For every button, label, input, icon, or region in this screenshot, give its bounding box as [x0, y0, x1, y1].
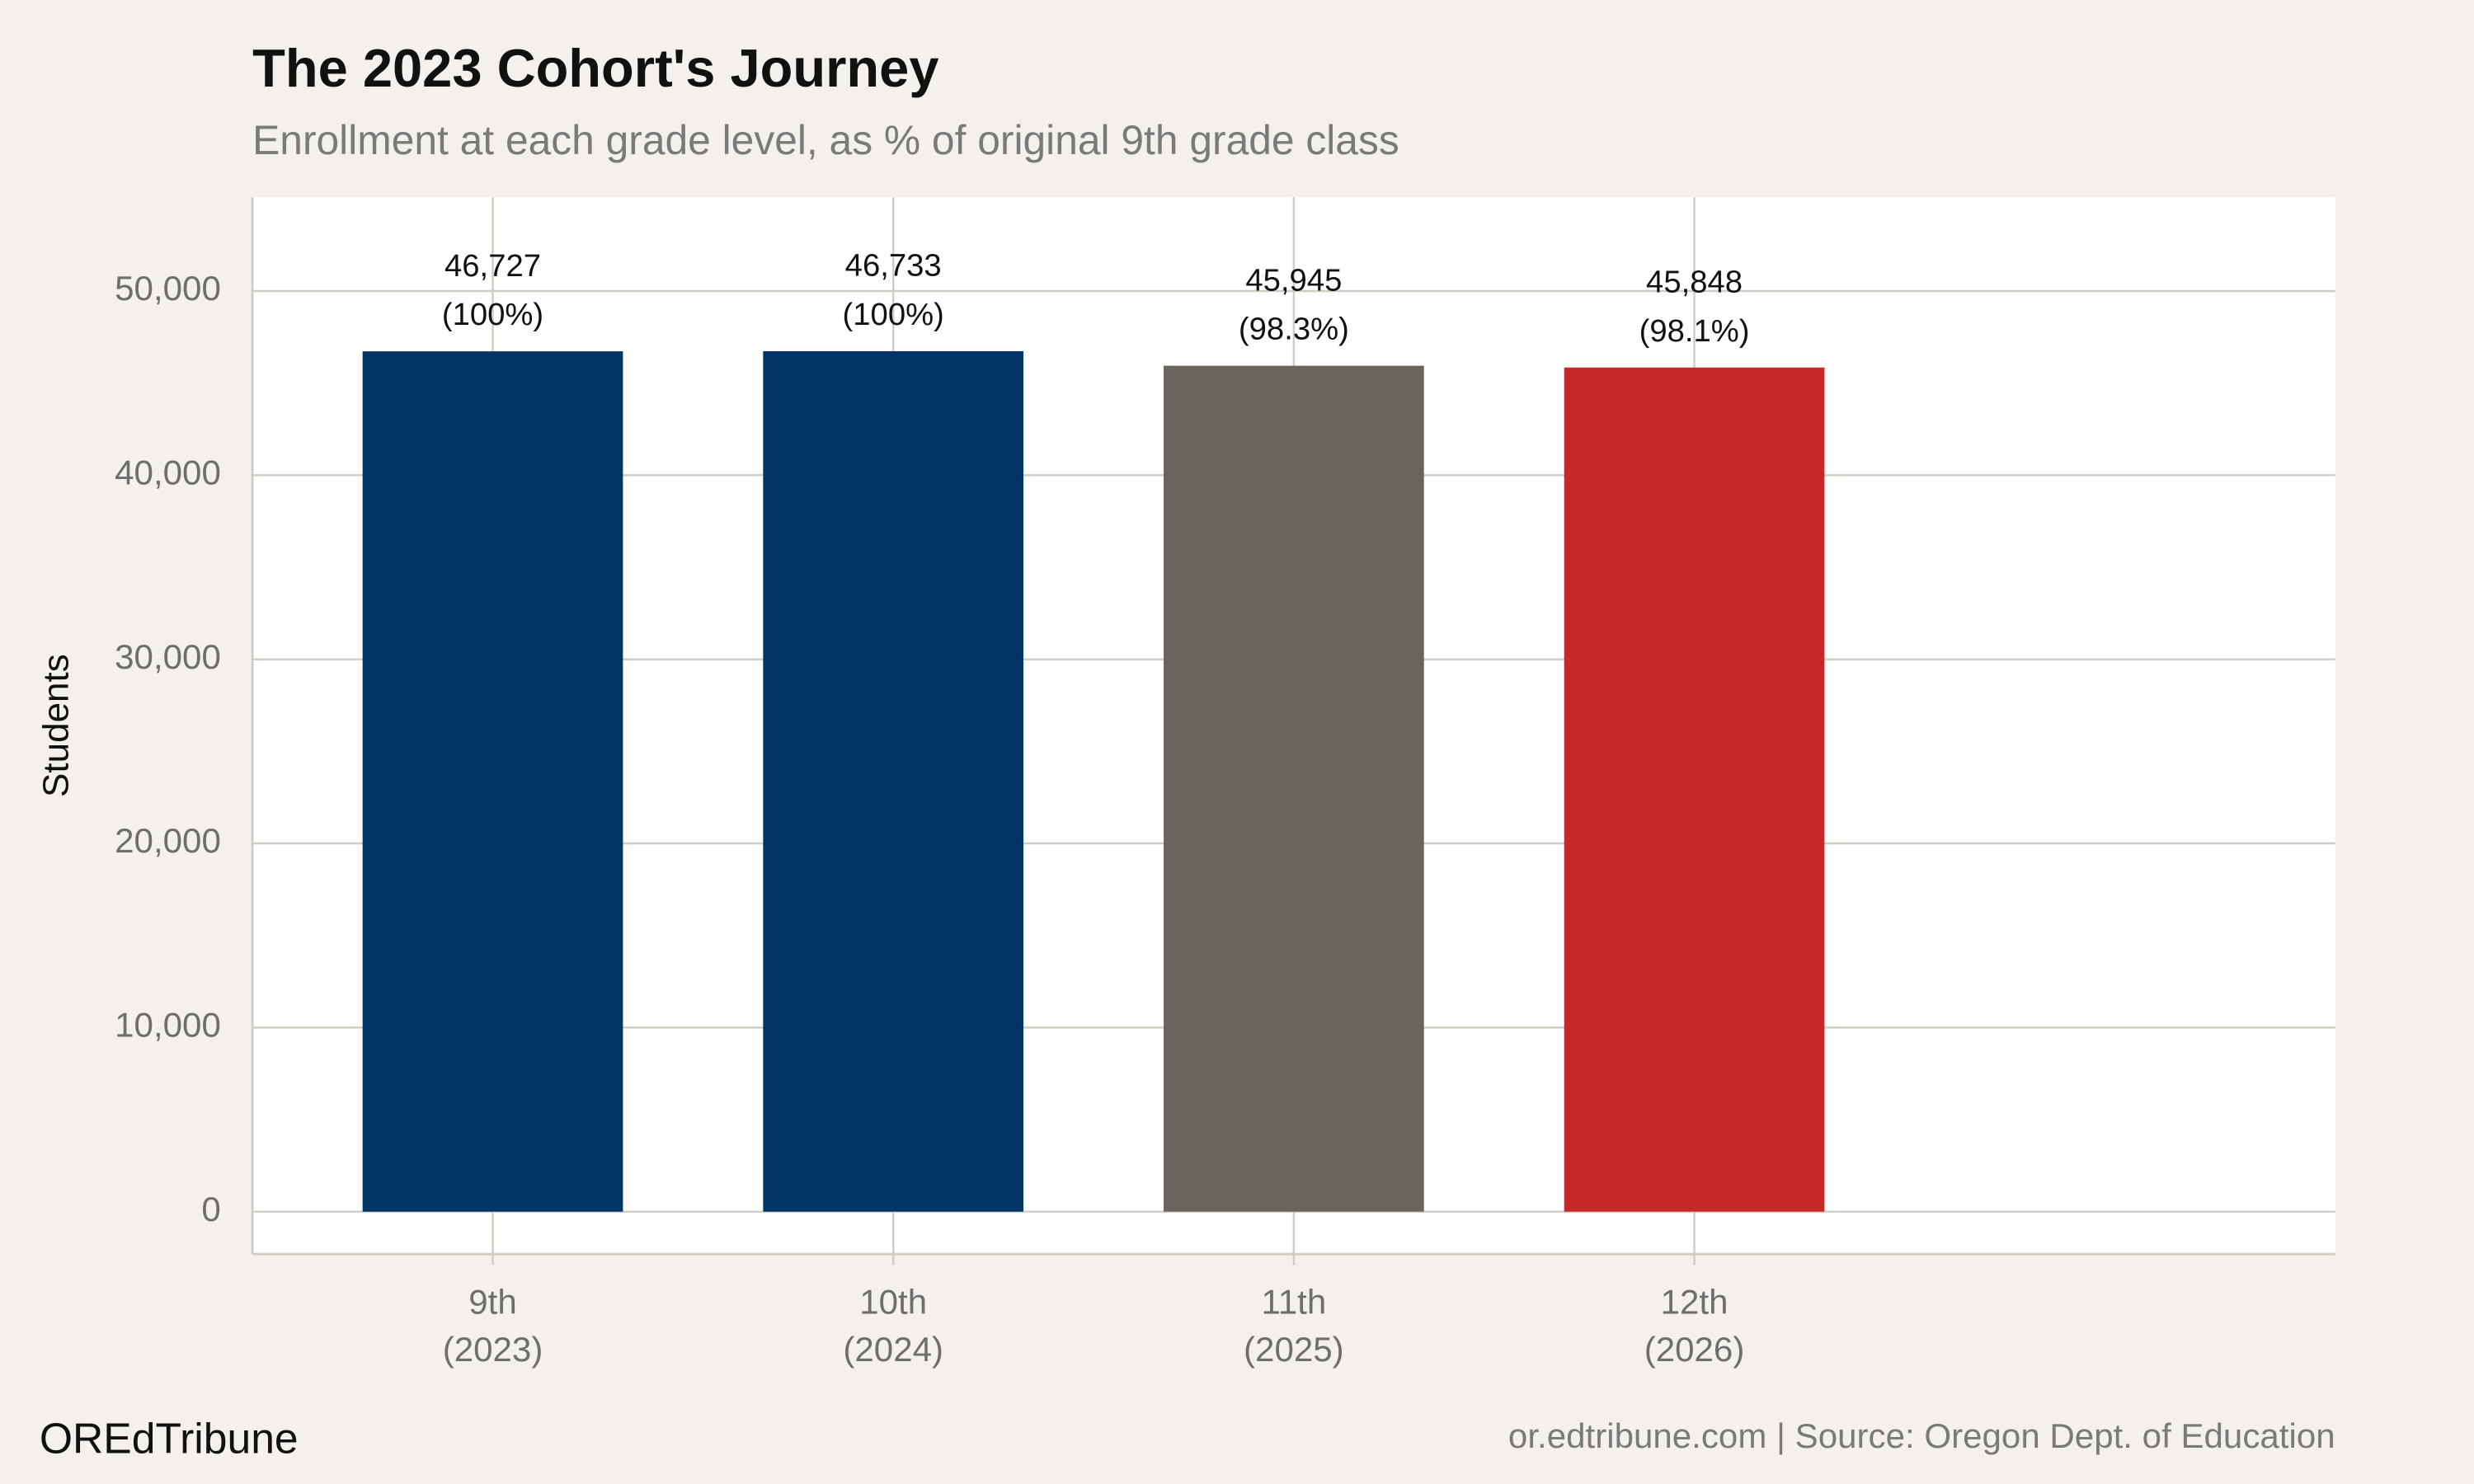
- bar: [362, 351, 623, 1212]
- y-tick-label: 40,000: [115, 453, 221, 492]
- y-tick-label: 50,000: [115, 269, 221, 308]
- value-label: (100%): [843, 297, 944, 332]
- plot-layer: 0 10,000 20,000 30,000 40,000 50,000 9th (2023)…: [115, 197, 2335, 1369]
- bar: [1164, 365, 1424, 1212]
- x-tick-label: (2023): [443, 1330, 543, 1369]
- value-label: 45,848: [1646, 264, 1743, 299]
- x-tick-label: 12th: [1661, 1282, 1729, 1321]
- x-tick-label: (2026): [1644, 1330, 1745, 1369]
- y-tick-label: 10,000: [115, 1005, 221, 1044]
- bar: [763, 351, 1024, 1212]
- value-label: 45,945: [1245, 262, 1342, 298]
- y-tick-label: 30,000: [115, 637, 221, 676]
- source-note: or.edtribune.com | Source: Oregon Dept. …: [1508, 1416, 2335, 1455]
- value-label: 46,733: [845, 248, 942, 284]
- brand: OREdTribune: [40, 1414, 299, 1462]
- x-tick-label: 10th: [859, 1282, 927, 1321]
- chart-title: The 2023 Cohort's Journey: [252, 38, 938, 98]
- x-tick-label: (2024): [843, 1330, 943, 1369]
- x-tick-label: 9th: [468, 1282, 516, 1321]
- x-tick-label: (2025): [1244, 1330, 1344, 1369]
- value-label: (98.3%): [1239, 312, 1349, 347]
- value-label: 46,727: [444, 248, 541, 284]
- bar: [1564, 367, 1825, 1212]
- y-tick-label: 20,000: [115, 821, 221, 860]
- chart-subtitle: Enrollment at each grade level, as % of …: [252, 117, 1399, 163]
- value-label: (100%): [442, 297, 543, 332]
- x-tick-label: 11th: [1261, 1282, 1326, 1321]
- y-axis-label: Students: [35, 654, 76, 797]
- value-label: (98.1%): [1639, 313, 1750, 349]
- y-tick-label: 0: [201, 1190, 220, 1228]
